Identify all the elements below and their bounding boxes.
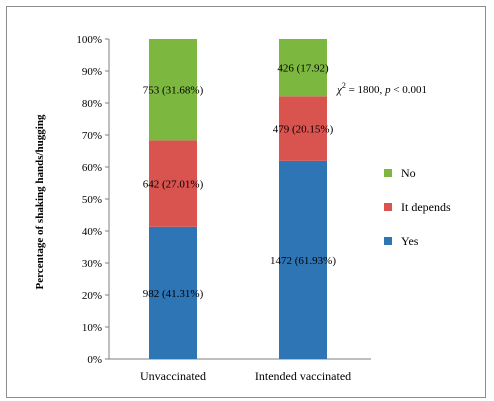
bar-segment — [149, 140, 197, 227]
bars — [149, 39, 327, 359]
y-tick-label: 70% — [82, 130, 102, 142]
y-axis-title: Percentage of shaking hands/hugging — [34, 114, 46, 289]
legend-swatch — [384, 203, 392, 211]
stacked-bar-chart: Percentage of shaking hands/hugging 0% 10… — [34, 34, 451, 383]
data-label: 642 (27.01%) — [143, 179, 204, 191]
category-label: Unvaccinated — [140, 369, 206, 383]
y-tick-label: 20% — [82, 290, 102, 302]
data-label: 479 (20.15%) — [273, 124, 334, 136]
bar-segment — [279, 96, 327, 161]
legend-label: No — [401, 166, 416, 180]
chi-square-annotation: χ2 = 1800, p < 0.001 — [336, 81, 427, 96]
chart-frame: Percentage of shaking hands/hugging 0% 10… — [6, 6, 486, 398]
y-tick-label: 60% — [82, 162, 102, 174]
y-tick-label: 10% — [82, 322, 102, 334]
y-tick-label: 0% — [87, 354, 102, 366]
p-symbol: p — [384, 84, 391, 96]
category-label: Intended vaccinated — [255, 369, 351, 383]
category-labels: Unvaccinated Intended vaccinated — [140, 369, 351, 383]
y-tick-label: 50% — [82, 194, 102, 206]
bar-segment — [279, 39, 327, 97]
y-tick-label: 30% — [82, 258, 102, 270]
legend-label: Yes — [401, 234, 419, 248]
bar-segment — [149, 226, 197, 359]
y-tick-label: 40% — [82, 226, 102, 238]
data-label: 426 (17.92) — [277, 63, 329, 75]
y-tick-label: 100% — [76, 34, 102, 46]
legend: No It depends Yes — [384, 166, 451, 248]
data-label: 982 (41.31%) — [143, 288, 204, 300]
legend-swatch — [384, 237, 392, 245]
bar-segment — [279, 160, 327, 359]
legend-label: It depends — [401, 200, 451, 214]
y-tick-label: 80% — [82, 98, 102, 110]
y-ticks: 0% 10% 20% 30% 40% 50% 60% 70% 80% 90% 100% — [76, 34, 109, 366]
data-label: 753 (31.68%) — [143, 85, 204, 97]
bar-segment — [149, 39, 197, 141]
data-labels: 982 (41.31%) 642 (27.01%) 753 (31.68%) 1472… — [143, 63, 337, 300]
chi-statistic: = 1800, — [346, 84, 385, 96]
chi-symbol: χ — [336, 84, 343, 96]
chi-superscript: 2 — [342, 81, 346, 90]
p-value: < 0.001 — [391, 84, 427, 96]
data-label: 1472 (61.93%) — [270, 255, 336, 267]
y-tick-label: 90% — [82, 66, 102, 78]
legend-swatch — [384, 169, 392, 177]
